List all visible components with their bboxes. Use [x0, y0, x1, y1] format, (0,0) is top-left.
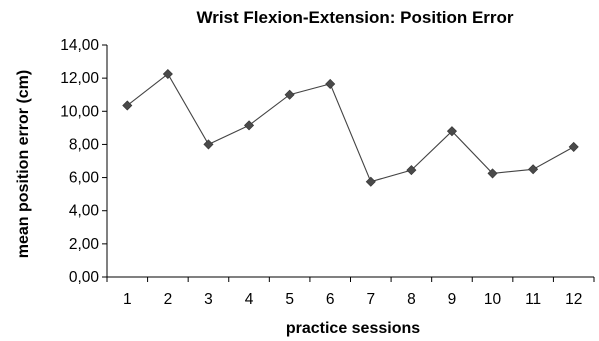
y-tick-label: 4,00 [69, 203, 100, 220]
data-point [568, 141, 579, 152]
data-point [122, 100, 133, 111]
x-tick-label: 5 [285, 291, 294, 308]
y-tick-label: 2,00 [69, 236, 100, 253]
x-tick-label: 2 [164, 291, 173, 308]
chart-title: Wrist Flexion-Extension: Position Error [196, 8, 513, 27]
x-tick-label: 12 [565, 291, 582, 308]
data-point [244, 120, 255, 131]
data-point [406, 165, 417, 176]
y-tick-label: 0,00 [69, 269, 100, 286]
data-point [284, 89, 295, 100]
data-point [325, 78, 336, 89]
x-tick-label: 3 [204, 291, 213, 308]
y-tick-label: 12,00 [60, 70, 99, 87]
x-tick-label: 7 [366, 291, 375, 308]
x-axis-title: practice sessions [286, 320, 420, 337]
x-tick-label: 4 [245, 291, 254, 308]
data-point [528, 164, 539, 175]
data-point [203, 139, 214, 150]
x-tick-label: 11 [525, 291, 541, 308]
x-tick-label: 1 [123, 291, 132, 308]
data-point [446, 126, 457, 137]
series-line [126, 73, 574, 183]
data-point [487, 168, 498, 179]
y-tick-label: 10,00 [60, 103, 99, 120]
y-tick-label: 8,00 [69, 136, 100, 153]
x-tick-label: 6 [326, 291, 335, 308]
y-tick-label: 14,00 [60, 37, 99, 54]
data-point [365, 176, 376, 187]
x-tick-label: 9 [448, 291, 457, 308]
y-tick-label: 6,00 [69, 170, 100, 187]
data-point [162, 68, 173, 80]
y-axis-title: mean position error (cm) [15, 70, 32, 258]
x-tick-label: 10 [484, 291, 502, 308]
y-axis-title-group: mean position error (cm) [15, 70, 32, 258]
x-tick-label: 8 [407, 291, 416, 308]
